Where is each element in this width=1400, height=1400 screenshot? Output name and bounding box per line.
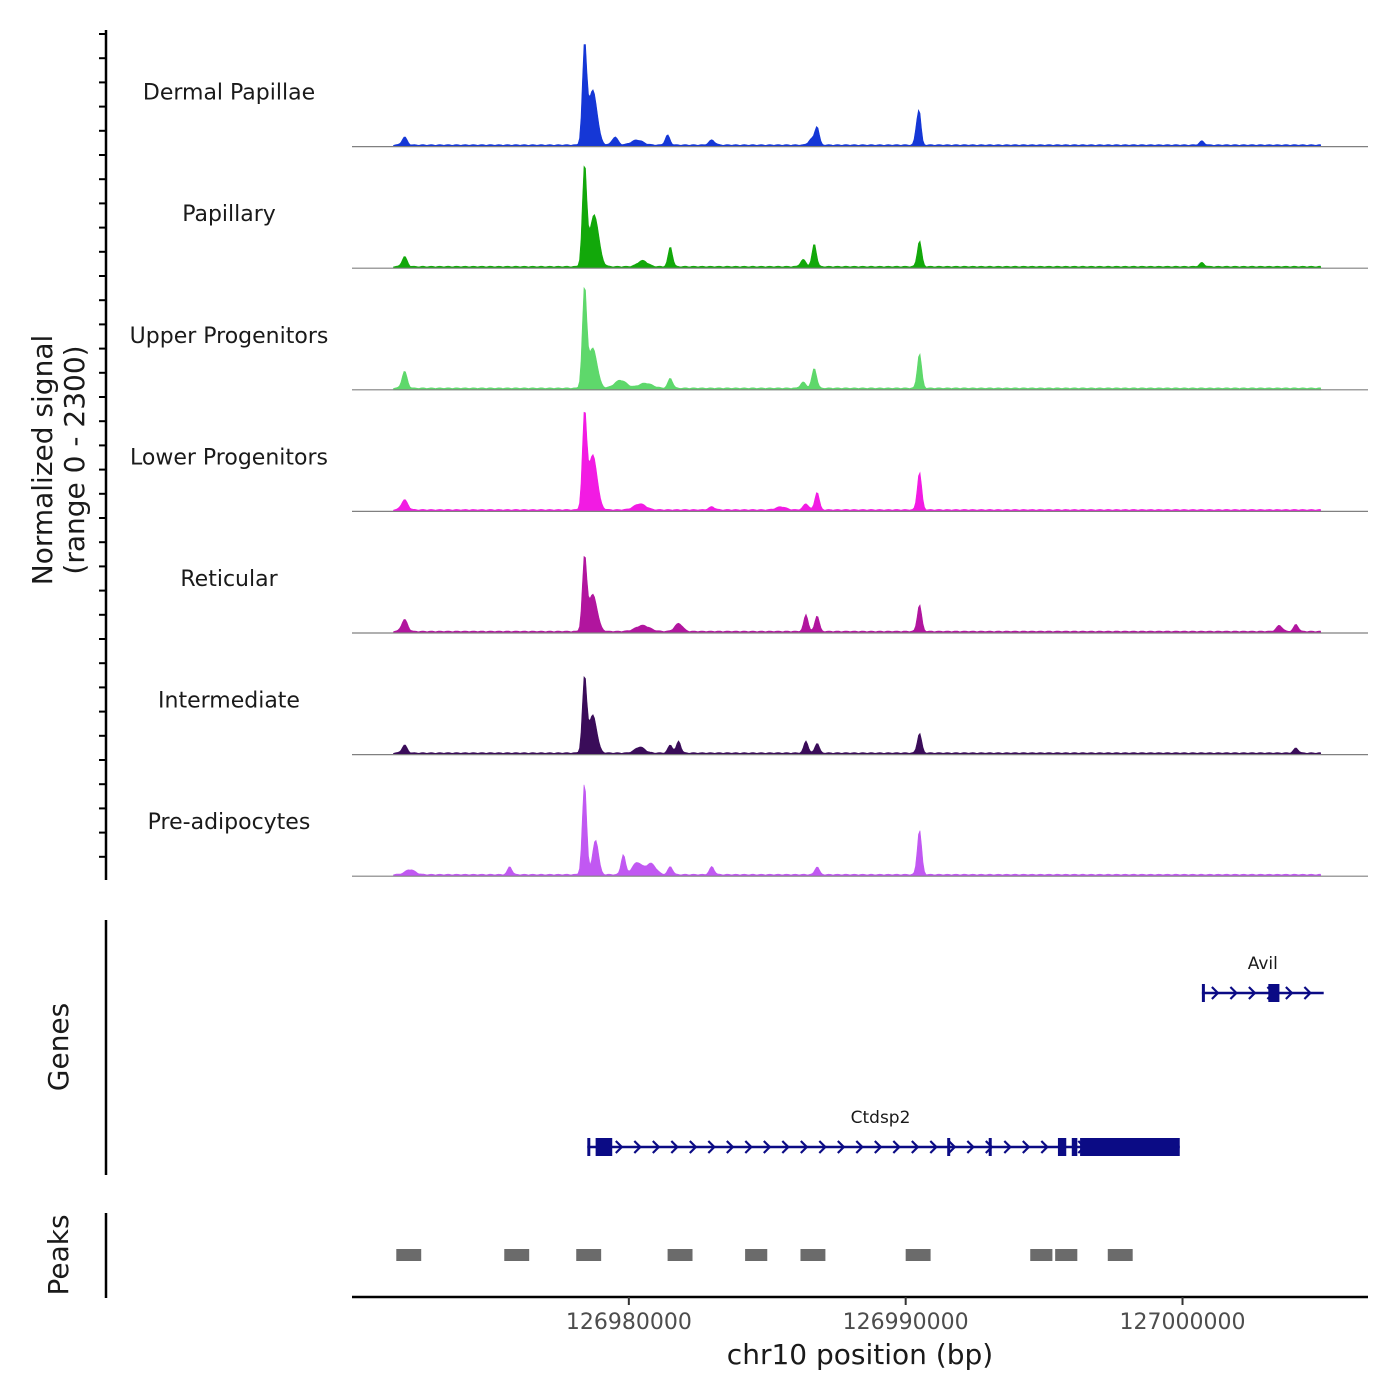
peak-region xyxy=(905,1249,931,1261)
track-label: Upper Progenitors xyxy=(130,324,329,349)
signal-y-axis xyxy=(99,30,108,880)
track-label: Dermal Papillae xyxy=(143,81,315,106)
signal-track: Intermediate xyxy=(158,676,1368,756)
x-axis-ticks: 126980000 126990000 127000000 xyxy=(566,1297,1246,1335)
strand-arrow xyxy=(911,1140,920,1154)
gene-exon xyxy=(1268,984,1280,1002)
gene-exon xyxy=(1057,1138,1067,1156)
peak-region xyxy=(396,1249,422,1261)
peak-region xyxy=(576,1249,602,1261)
signal-area xyxy=(393,411,1322,512)
signal-track: Papillary xyxy=(182,165,1368,269)
strand-arrow xyxy=(615,1140,624,1154)
signal-area xyxy=(393,555,1322,634)
strand-arrow xyxy=(1003,1140,1012,1154)
track-label: Intermediate xyxy=(158,689,300,714)
gene-exon xyxy=(1080,1138,1180,1156)
track-label: Reticular xyxy=(180,567,278,592)
strand-arrow xyxy=(818,1140,827,1154)
strand-arrow xyxy=(1303,986,1312,1000)
strand-arrow xyxy=(1022,1140,1031,1154)
gene-exon xyxy=(587,1138,591,1156)
strand-arrow xyxy=(966,1140,975,1154)
strand-arrow xyxy=(652,1140,661,1154)
genes-track-label: Genes xyxy=(42,1003,75,1091)
strand-arrow xyxy=(670,1140,679,1154)
strand-arrow xyxy=(837,1140,846,1154)
strand-arrow xyxy=(763,1140,772,1154)
peak-region xyxy=(1055,1249,1078,1261)
peak-region xyxy=(800,1249,826,1261)
signal-tracks: Dermal Papillae Papillary Upper Progenitor… xyxy=(130,44,1368,877)
y-axis-title-line2: (range 0 - 2300) xyxy=(58,345,91,574)
strand-arrow xyxy=(689,1140,698,1154)
track-label: Lower Progenitors xyxy=(130,445,328,470)
track-label: Papillary xyxy=(182,202,276,227)
strand-arrow xyxy=(726,1140,735,1154)
x-axis-title: chr10 position (bp) xyxy=(727,1338,993,1371)
strand-arrow xyxy=(892,1140,901,1154)
strand-arrow xyxy=(929,1140,938,1154)
gene-exon xyxy=(988,1138,992,1156)
gene-exon xyxy=(1201,984,1205,1002)
strand-arrow xyxy=(744,1140,753,1154)
peak-region xyxy=(745,1249,768,1261)
signal-area xyxy=(393,44,1322,147)
x-tick-label: 126990000 xyxy=(843,1310,969,1335)
strand-arrow xyxy=(633,1140,642,1154)
gene-exon xyxy=(595,1138,613,1156)
signal-track: Pre-adipocytes xyxy=(148,784,1368,877)
strand-arrow xyxy=(874,1140,883,1154)
strand-arrow xyxy=(1248,986,1257,1000)
peak-track xyxy=(396,1249,1133,1261)
strand-arrow xyxy=(948,1140,957,1154)
strand-arrow xyxy=(855,1140,864,1154)
strand-arrow xyxy=(985,1140,994,1154)
strand-arrow xyxy=(1040,1140,1049,1154)
strand-arrow xyxy=(1229,986,1238,1000)
strand-arrow xyxy=(800,1140,809,1154)
x-tick-label: 127000000 xyxy=(1120,1310,1246,1335)
strand-arrow xyxy=(781,1140,790,1154)
strand-arrow xyxy=(707,1140,716,1154)
gene-name: Ctdsp2 xyxy=(851,1108,911,1128)
signal-track: Upper Progenitors xyxy=(130,286,1368,391)
signal-area xyxy=(393,784,1322,877)
signal-area xyxy=(393,286,1322,391)
peak-region xyxy=(504,1249,530,1261)
signal-track: Lower Progenitors xyxy=(130,411,1368,512)
peaks-track-label: Peaks xyxy=(42,1214,75,1295)
gene-track: Avil Ctdsp2 xyxy=(587,954,1324,1156)
y-axis-title-line1: Normalized signal xyxy=(26,335,59,586)
gene-exon xyxy=(947,1138,951,1156)
x-tick-label: 126980000 xyxy=(566,1310,692,1335)
gene-exon xyxy=(1071,1138,1078,1156)
signal-area xyxy=(393,165,1322,269)
gene-name: Avil xyxy=(1248,954,1278,974)
peak-region xyxy=(1030,1249,1053,1261)
peak-region xyxy=(1107,1249,1133,1261)
track-label: Pre-adipocytes xyxy=(148,810,311,835)
signal-area xyxy=(393,676,1322,755)
peak-region xyxy=(667,1249,693,1261)
signal-track: Dermal Papillae xyxy=(143,44,1368,148)
signal-track: Reticular xyxy=(180,555,1368,634)
strand-arrow xyxy=(1285,986,1294,1000)
strand-arrow xyxy=(1211,986,1220,1000)
